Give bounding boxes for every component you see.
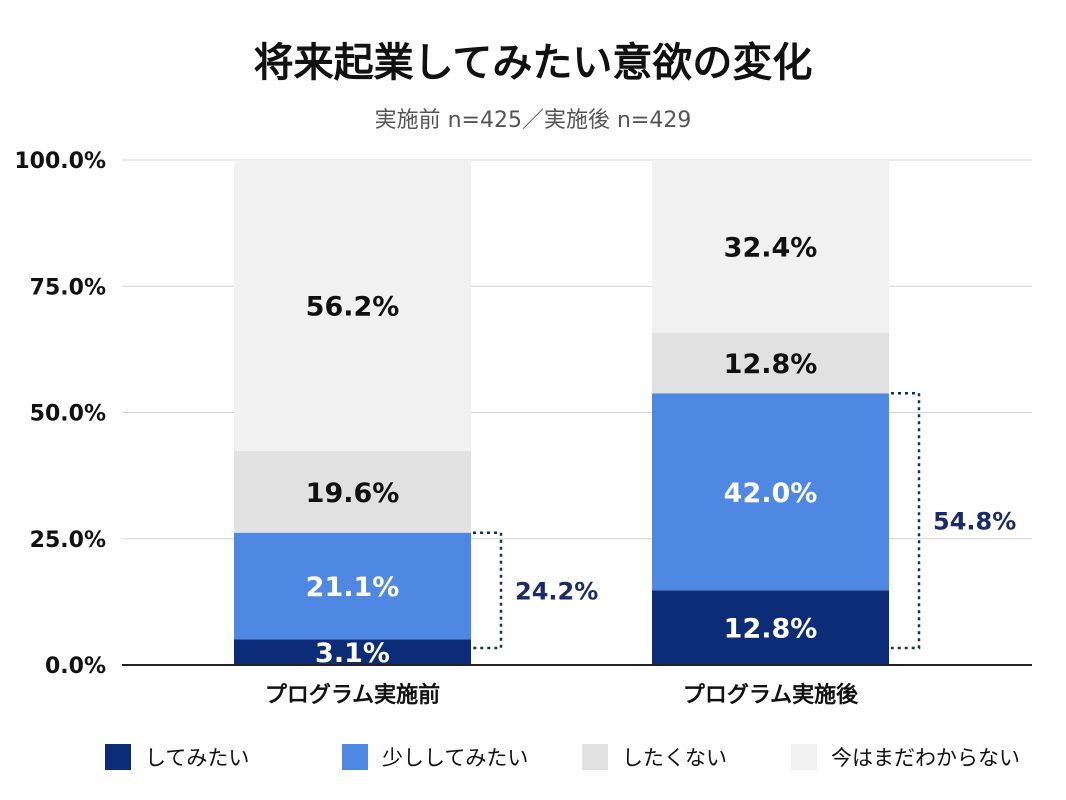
y-tick-label: 100.0% (14, 149, 106, 174)
data-label: 12.8% (724, 349, 818, 380)
y-axis-ticks: 0.0% 25.0% 50.0% 75.0% 100.0% (14, 149, 106, 679)
data-label: 42.0% (724, 478, 818, 509)
data-label: 19.6% (306, 478, 400, 509)
bar-segment (652, 332, 889, 394)
legend: してみたい 少ししてみたい したくない 今はまだわからない (105, 744, 1020, 770)
bar-segment (234, 450, 471, 533)
bar-segment (652, 590, 889, 665)
legend-label: 今はまだわからない (831, 746, 1020, 770)
data-label: 32.4% (724, 232, 818, 263)
data-label: 56.2% (306, 291, 400, 322)
chart-subtitle: 実施前 n=425／実施後 n=429 (374, 108, 692, 133)
legend-swatch (342, 744, 368, 770)
legend-label: 少ししてみたい (382, 746, 528, 770)
bar-segment (234, 639, 471, 665)
bracket (891, 392, 921, 650)
y-tick-label: 75.0% (30, 275, 106, 300)
bar-segment (234, 532, 471, 640)
legend-label: したくない (622, 746, 727, 770)
bars: 3.1% 21.1% 19.6% 56.2% 12.8% 42.0% 12.8% 32.4% (234, 160, 889, 669)
bracket-label: 24.2% (515, 577, 598, 605)
y-tick-label: 0.0% (45, 654, 106, 679)
x-category-label: プログラム実施前 (265, 682, 440, 708)
bar-segment (652, 393, 889, 591)
bar-segment (652, 160, 889, 333)
legend-swatch (791, 744, 817, 770)
x-category-label: プログラム実施後 (683, 682, 859, 708)
bracket (473, 531, 503, 650)
bar-segment (234, 160, 471, 451)
legend-label: してみたい (145, 746, 249, 770)
bracket-label: 54.8% (933, 508, 1016, 536)
legend-swatch (582, 744, 608, 770)
y-tick-label: 25.0% (30, 528, 106, 553)
data-label: 3.1% (315, 638, 390, 669)
category-labels: プログラム実施前 プログラム実施後 (265, 682, 859, 708)
data-label: 21.1% (306, 572, 400, 603)
bracket-annotations: 24.2% 54.8% (473, 392, 1016, 650)
chart-title: 将来起業してみたい意欲の変化 (253, 40, 813, 86)
legend-swatch (105, 744, 131, 770)
y-tick-label: 50.0% (30, 402, 106, 427)
data-label: 12.8% (724, 614, 818, 645)
